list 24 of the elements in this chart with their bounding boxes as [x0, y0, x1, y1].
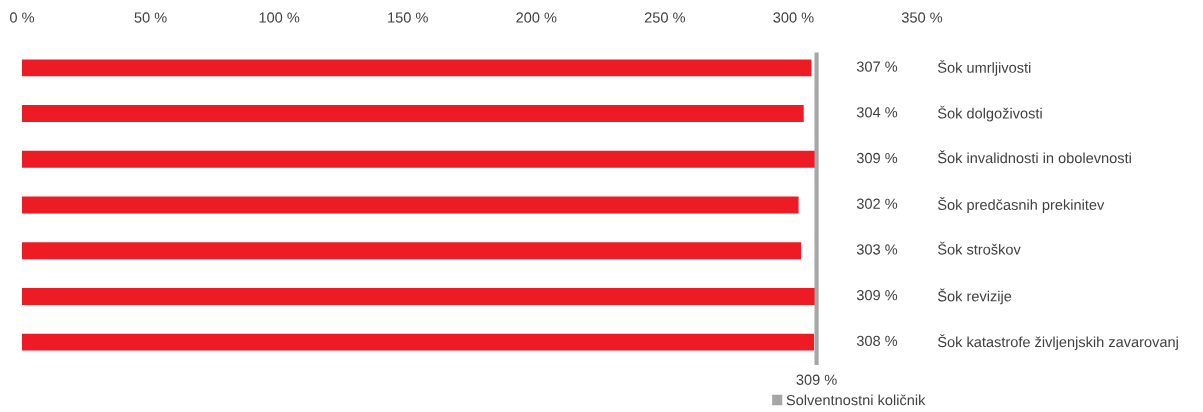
data-label: 308 % [856, 335, 898, 347]
text: Solventnostni količnik [786, 394, 926, 406]
data-label: 309 % [856, 152, 898, 164]
y-tick-label: Šok invalidnosti in obolevnosti [937, 150, 1131, 164]
y-tick-label: Šok stroškov [937, 241, 1021, 255]
data-label: 309 % [856, 290, 898, 301]
x-tick-label: 50 % [134, 12, 167, 23]
y-tick-label: Šok dolgoživosti [937, 105, 1042, 122]
x-tick-label: 100 % [259, 12, 300, 23]
x-tick-label: 250 % [644, 12, 686, 23]
y-tick-label: Šok umrljivosti [937, 59, 1031, 76]
x-tick-label: 0 % [10, 12, 35, 23]
data-label: 307 % [856, 61, 898, 72]
y-tick-label: Šok katastrofe življenjskih zavarovanj [937, 334, 1178, 351]
data-label: 302 % [856, 198, 898, 209]
x-tick-label: 350 % [901, 12, 943, 23]
x-tick-label: 300 % [773, 12, 814, 23]
x-tick-label: 150 % [388, 12, 428, 23]
y-tick-label: Šok predčasnih prekinitev [937, 197, 1105, 213]
y-tick-label: Šok revizije [937, 288, 1012, 305]
ref-line-label: 309 % [796, 374, 837, 385]
data-label: 303 % [856, 244, 898, 255]
data-label: 304 % [856, 107, 898, 118]
x-tick-label: 200 % [516, 12, 557, 23]
